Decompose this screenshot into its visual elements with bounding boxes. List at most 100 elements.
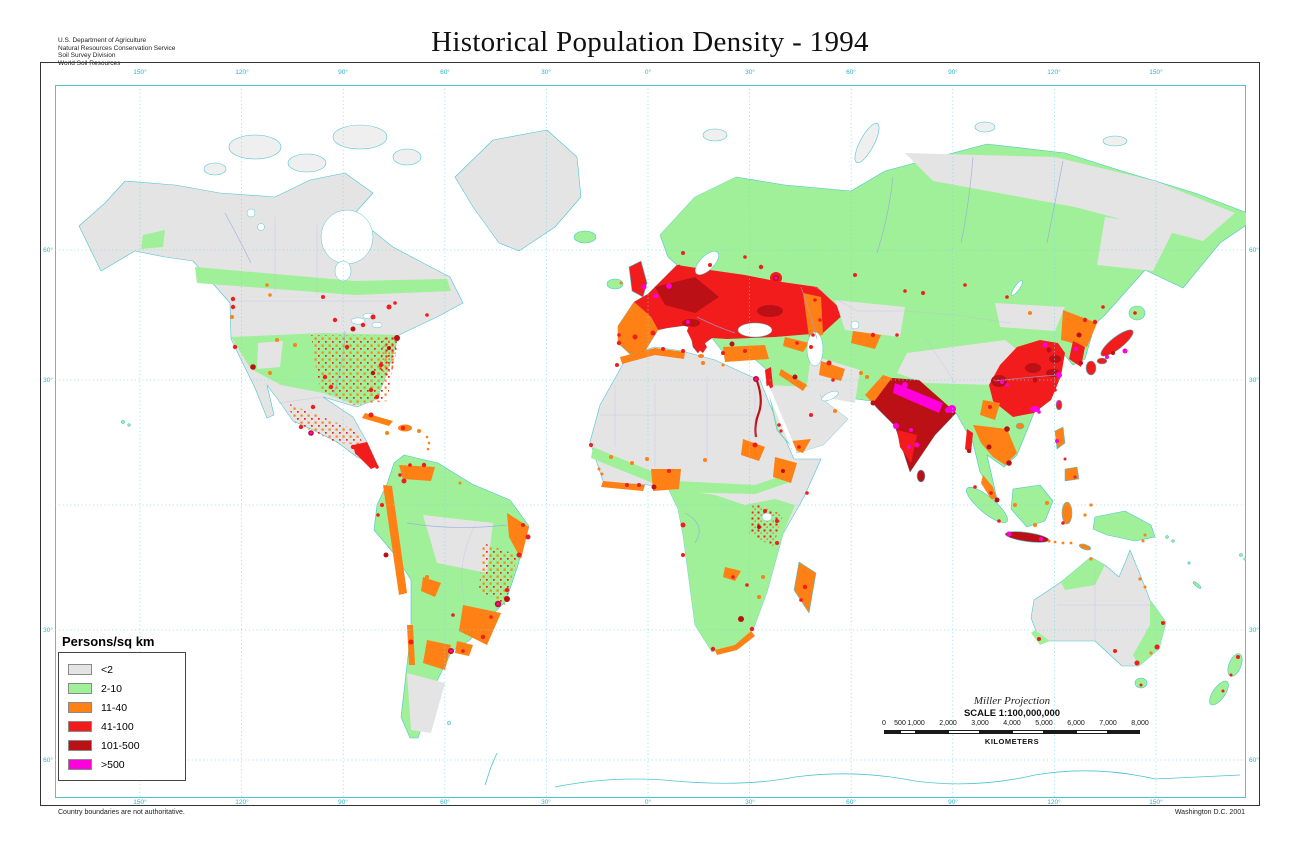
landmass-tasmania xyxy=(1134,677,1148,689)
lat-label: 30° xyxy=(43,627,53,634)
landmass-nz-south xyxy=(1209,680,1229,706)
legend-swatch xyxy=(68,740,92,751)
publication-note: Washington D.C. 2001 xyxy=(1174,809,1245,816)
landmass-nz-north xyxy=(1227,653,1243,677)
lat-label: 60° xyxy=(1249,757,1259,764)
scale-bar xyxy=(884,730,1140,734)
lat-label: 30° xyxy=(1249,377,1259,384)
landmass-hainan xyxy=(1015,422,1025,430)
lon-label: 120° xyxy=(1047,799,1061,806)
lon-label: 150° xyxy=(1149,799,1163,806)
lat-label: 30° xyxy=(1249,627,1259,634)
legend-label: >500 xyxy=(101,758,125,771)
map-legend: Persons/sq km <2 2-10 11-40 41-100 101-5… xyxy=(58,634,186,781)
legend-label: 101-500 xyxy=(101,739,140,752)
agency-line: U.S. Department of Agriculture xyxy=(58,37,147,44)
lat-label: 60° xyxy=(43,757,53,764)
landmass-japan xyxy=(1085,305,1146,376)
legend-box: <2 2-10 11-40 41-100 101-500 >500 xyxy=(58,652,186,781)
landmass-north-america xyxy=(78,172,464,467)
legend-label: 41-100 xyxy=(101,720,134,733)
scale-tick: 7,000 xyxy=(1099,720,1117,727)
density-overlays xyxy=(141,153,1235,733)
map-title: Historical Population Density - 1994 xyxy=(431,26,869,58)
legend-item: 41-100 xyxy=(68,717,176,736)
legend-title: Persons/sq km xyxy=(62,634,155,649)
lon-label: 0° xyxy=(644,799,652,806)
lon-label: 60° xyxy=(440,69,450,76)
scale-tick: 4,000 xyxy=(1003,720,1021,727)
legend-label: 2-10 xyxy=(101,682,123,695)
lat-label: 30° xyxy=(43,377,53,384)
scale-tick: 2,000 xyxy=(939,720,957,727)
legend-label: 11-40 xyxy=(101,701,128,714)
lon-label: 60° xyxy=(846,69,856,76)
landmass-philippines xyxy=(1054,426,1080,482)
landmass-ireland xyxy=(606,278,624,290)
world-map xyxy=(55,85,1259,798)
agency-block: U.S. Department of Agriculture Natural R… xyxy=(58,37,175,67)
lon-label: 30° xyxy=(745,799,755,806)
lon-label: 150° xyxy=(133,799,147,806)
scale-text: SCALE 1:100,000,000 xyxy=(963,708,1061,719)
legend-swatch xyxy=(68,702,92,713)
lon-label: 120° xyxy=(1047,69,1061,76)
legend-item: 101-500 xyxy=(68,736,176,755)
scale-tick: 1,000 xyxy=(907,720,925,727)
scale-tick: 500 xyxy=(894,720,906,727)
lon-label: 90° xyxy=(338,69,348,76)
lon-label: 60° xyxy=(846,799,856,806)
scale-tick: 6,000 xyxy=(1067,720,1085,727)
rivers xyxy=(224,156,1064,544)
lon-label: 90° xyxy=(338,799,348,806)
country-boundaries xyxy=(231,217,1153,641)
lon-label: 30° xyxy=(541,799,551,806)
lon-label: 90° xyxy=(948,69,958,76)
lon-label: 150° xyxy=(1149,69,1163,76)
legend-item: >500 xyxy=(68,755,176,774)
scale-unit: KILOMETERS xyxy=(984,737,1040,746)
lat-label: 60° xyxy=(1249,247,1259,254)
arctic-islands xyxy=(203,121,1128,176)
world-map-svg xyxy=(55,85,1259,798)
landmass-iceland xyxy=(573,230,597,244)
agency-line: World Soil Resources xyxy=(58,59,121,67)
scale-tick: 0 xyxy=(882,720,886,727)
legend-swatch xyxy=(68,683,92,694)
lon-label: 120° xyxy=(235,69,249,76)
map-neatline xyxy=(55,85,1246,798)
landmass-taiwan xyxy=(1055,399,1063,411)
legend-swatch xyxy=(68,721,92,732)
scale-tick: 3,000 xyxy=(971,720,989,727)
landmass-britain xyxy=(628,260,648,298)
lon-label: 30° xyxy=(745,69,755,76)
lon-label: 30° xyxy=(541,69,551,76)
lon-label: 0° xyxy=(644,69,652,76)
legend-swatch xyxy=(68,664,92,675)
pacific-islands xyxy=(121,420,1247,726)
landmass-sri-lanka xyxy=(916,469,926,483)
lon-label: 60° xyxy=(440,799,450,806)
legend-item: <2 xyxy=(68,660,176,679)
scale-block: Miller Projection SCALE 1:100,000,000 0 … xyxy=(882,695,1149,749)
scale-tick: 8,000 xyxy=(1131,720,1149,727)
legend-item: 11-40 xyxy=(68,698,176,717)
projection-label: Miller Projection xyxy=(973,695,1051,707)
lon-label: 90° xyxy=(948,799,958,806)
outer-neatline xyxy=(40,62,1260,806)
agency-line: Natural Resources Conservation Service xyxy=(58,44,176,52)
red-sea xyxy=(765,385,797,453)
landmass-greenland xyxy=(454,129,582,252)
lon-label: 120° xyxy=(235,799,249,806)
city-density-dots xyxy=(230,251,1240,693)
lon-label: 150° xyxy=(133,69,147,76)
legend-swatch xyxy=(68,759,92,770)
lat-label: 60° xyxy=(43,247,53,254)
agency-line: Soil Survey Division xyxy=(58,52,116,60)
boundaries-disclaimer: Country boundaries are not authoritative… xyxy=(58,809,185,816)
scale-tick: 5,000 xyxy=(1035,720,1053,727)
legend-label: <2 xyxy=(101,663,113,676)
antarctica-coastline xyxy=(484,752,1241,788)
lakes xyxy=(246,208,1023,522)
